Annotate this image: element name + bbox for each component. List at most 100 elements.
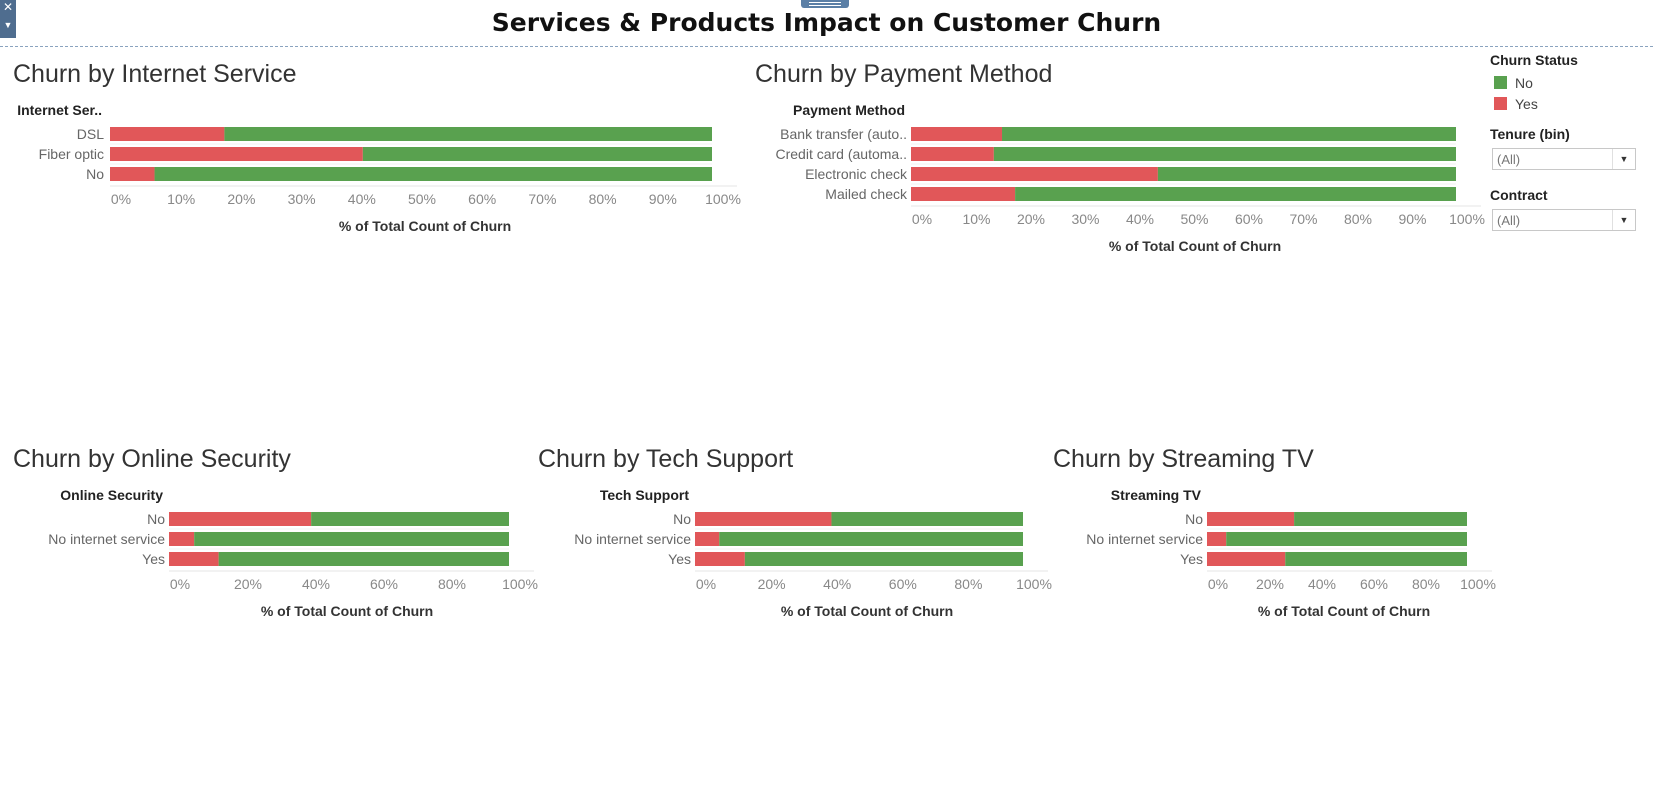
x-tick-label: 20% [758,576,786,592]
toolbar-toggle-button[interactable]: ✕ ▼ [0,0,16,38]
tenure-dropdown-value: (All) [1497,152,1521,167]
legend-item-yes[interactable]: Yes [1490,93,1650,114]
x-axis-title: % of Total Count of Churn [1109,238,1281,254]
x-tick-label: 10% [167,191,195,207]
x-tick-label: 40% [302,576,330,592]
bar-no[interactable] [1157,167,1456,181]
x-axis-title: % of Total Count of Churn [1258,603,1430,619]
category-label: DSL [77,126,104,142]
tenure-dropdown[interactable]: (All) ▼ [1492,148,1636,170]
legend-item-no[interactable]: No [1490,72,1650,93]
x-tick-label: 20% [227,191,255,207]
bar-yes[interactable] [1207,512,1295,526]
x-tick-label: 60% [468,191,496,207]
chart-title: Churn by Streaming TV [1053,445,1314,473]
bar-no[interactable] [993,147,1456,161]
churn-status-legend[interactable]: Churn Status No Yes [1490,52,1650,114]
legend-swatch-no [1494,76,1507,89]
x-tick-label: 40% [1126,211,1154,227]
bar-no[interactable] [1294,512,1467,526]
bar-no[interactable] [194,532,509,546]
x-tick-label: 0% [1208,576,1228,592]
drag-handle[interactable] [801,0,849,8]
category-label: Yes [1180,551,1203,567]
legend-label-yes: Yes [1515,95,1538,112]
bar-yes[interactable] [695,532,720,546]
x-tick-label: 30% [1071,211,1099,227]
x-tick-label: 80% [438,576,466,592]
bar-yes[interactable] [1207,532,1227,546]
contract-filter-label: Contract [1490,187,1548,203]
chart-tech-support-svg: Churn by Tech Support Tech Support No No in… [538,445,1052,619]
chart-internet-service-svg: Churn by Internet Service Internet Ser.. D… [13,60,741,234]
chart-title: Churn by Tech Support [538,445,793,473]
category-label: Bank transfer (auto.. [780,126,907,142]
chart-internet-service[interactable]: Churn by Internet Service Internet Ser.. D… [0,52,745,242]
bar-no[interactable] [1002,127,1456,141]
category-label: Credit card (automa.. [776,146,908,162]
chart-streaming-tv[interactable]: Churn by Streaming TV Streaming TV No No in… [1040,437,1496,627]
bar-yes[interactable] [1207,552,1286,566]
chart-payment-method[interactable]: Churn by Payment Method Payment Method Ban… [742,52,1485,262]
x-tick-label: 60% [1235,211,1263,227]
bar-yes[interactable] [169,532,195,546]
bar-yes[interactable] [911,147,994,161]
contract-dropdown[interactable]: (All) ▼ [1492,209,1636,231]
x-tick-label: 20% [234,576,262,592]
chevron-down-icon[interactable]: ▼ [3,20,13,30]
bar-no[interactable] [311,512,509,526]
x-tick-label: 40% [823,576,851,592]
x-axis-title: % of Total Count of Churn [781,603,953,619]
dropdown-arrow-icon[interactable]: ▼ [1612,210,1635,230]
x-tick-label: 60% [1360,576,1388,592]
bar-yes[interactable] [911,167,1158,181]
category-label: No internet service [574,531,691,547]
dimension-header: Tech Support [600,487,690,503]
x-tick-label: 100% [502,576,538,592]
bar-no[interactable] [1285,552,1467,566]
tenure-filter-label: Tenure (bin) [1490,126,1570,142]
chart-online-security-svg: Churn by Online Security Online Security N… [13,445,538,619]
x-tick-label: 30% [288,191,316,207]
chart-tech-support[interactable]: Churn by Tech Support Tech Support No No in… [525,437,1052,627]
bar-no[interactable] [1226,532,1467,546]
bar-no[interactable] [218,552,509,566]
bar-no[interactable] [1015,187,1456,201]
bar-yes[interactable] [169,552,219,566]
bar-no[interactable] [719,532,1023,546]
x-axis-title: % of Total Count of Churn [339,218,511,234]
bar-yes[interactable] [110,127,225,141]
x-tick-label: 0% [111,191,131,207]
chart-payment-method-svg: Churn by Payment Method Payment Method Ban… [755,60,1485,254]
x-tick-label: 80% [589,191,617,207]
legend-label-no: No [1515,74,1533,91]
bar-yes[interactable] [169,512,312,526]
x-tick-label: 100% [1016,576,1052,592]
dropdown-arrow-icon[interactable]: ▼ [1612,149,1635,169]
x-tick-label: 80% [954,576,982,592]
bar-yes[interactable] [110,167,155,181]
bar-yes[interactable] [911,187,1016,201]
bar-yes[interactable] [695,512,832,526]
chart-online-security[interactable]: Churn by Online Security Online Security N… [0,437,538,627]
category-label: No internet service [48,531,165,547]
bar-no[interactable] [362,147,712,161]
category-label: No internet service [1086,531,1203,547]
chart-title: Churn by Online Security [13,445,291,473]
legend-swatch-yes [1494,97,1507,110]
chart-streaming-tv-svg: Churn by Streaming TV Streaming TV No No in… [1053,445,1496,619]
x-tick-label: 90% [1398,211,1426,227]
x-tick-label: 40% [1308,576,1336,592]
bar-yes[interactable] [911,127,1003,141]
bar-yes[interactable] [110,147,363,161]
bar-no[interactable] [224,127,712,141]
x-tick-label: 0% [912,211,932,227]
close-icon[interactable]: ✕ [2,0,14,14]
title-divider [0,46,1653,47]
bar-no[interactable] [744,552,1023,566]
bar-yes[interactable] [695,552,745,566]
bar-no[interactable] [831,512,1023,526]
bar-no[interactable] [154,167,713,181]
x-tick-label: 20% [1256,576,1284,592]
x-tick-label: 40% [348,191,376,207]
